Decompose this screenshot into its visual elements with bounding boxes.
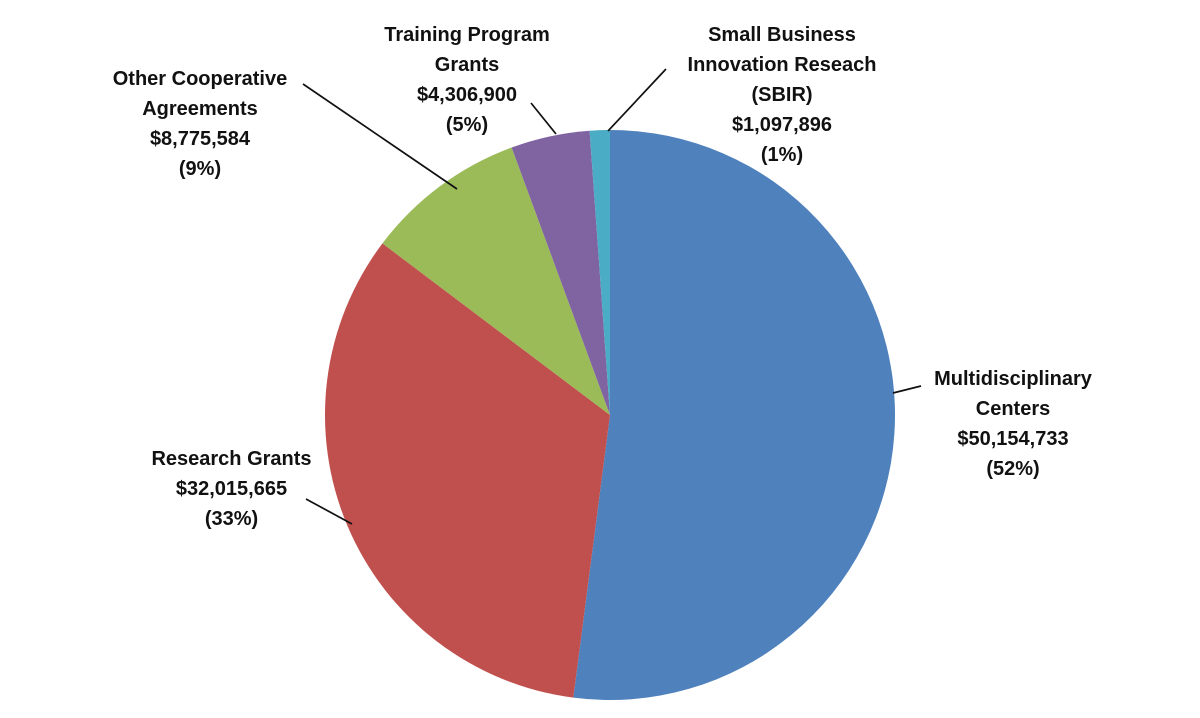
slice-percent: (5%) — [445, 114, 489, 136]
slice-label-text: Research Grants — [151, 448, 312, 470]
slice-amount: $8,775,584 — [149, 128, 251, 150]
pie-slice-2 — [382, 147, 610, 415]
slice-percent: (9%) — [178, 158, 222, 180]
slice-label-text: Other Cooperative Agreements — [112, 68, 288, 120]
slice-amount: $4,306,900 — [416, 84, 518, 106]
slice-label-multidisciplinary: Multidisciplinary Centers $50,154,733 (5… — [923, 364, 1103, 484]
leader-line-sbir — [607, 68, 667, 132]
slice-label-research-grants: Research Grants $32,015,665 (33%) — [134, 444, 329, 534]
pie-slice-3 — [511, 130, 610, 416]
pie-slice-4 — [589, 130, 610, 415]
slice-percent: (52%) — [986, 458, 1040, 480]
slice-label-text: Multidisciplinary Centers — [934, 368, 1092, 420]
slice-percent: (1%) — [760, 144, 804, 166]
slice-amount: $1,097,896 — [731, 114, 833, 136]
slice-label-other-cooperative: Other Cooperative Agreements $8,775,584 … — [100, 64, 300, 184]
leader-line-research-grants — [305, 498, 353, 525]
leader-line-other-cooperative — [302, 83, 458, 190]
slice-label-text: Training Program Grants — [384, 24, 550, 76]
pie-slices-group — [324, 130, 895, 700]
slice-label-sbir: Small Business Innovation Reseach (SBIR)… — [682, 20, 882, 170]
slice-amount: $32,015,665 — [175, 478, 288, 500]
slice-percent: (33%) — [204, 508, 259, 530]
slice-label-text: Small Business Innovation Reseach (SBIR) — [687, 24, 877, 106]
leader-line-training-program — [530, 102, 557, 135]
slice-label-training-program: Training Program Grants $4,306,900 (5%) — [377, 20, 557, 140]
slice-amount: $50,154,733 — [957, 428, 1069, 450]
pie-slice-0 — [573, 130, 895, 700]
leader-lines-group — [302, 68, 922, 525]
leader-line-multidisciplinary — [892, 385, 922, 394]
pie-slice-1 — [324, 243, 610, 698]
